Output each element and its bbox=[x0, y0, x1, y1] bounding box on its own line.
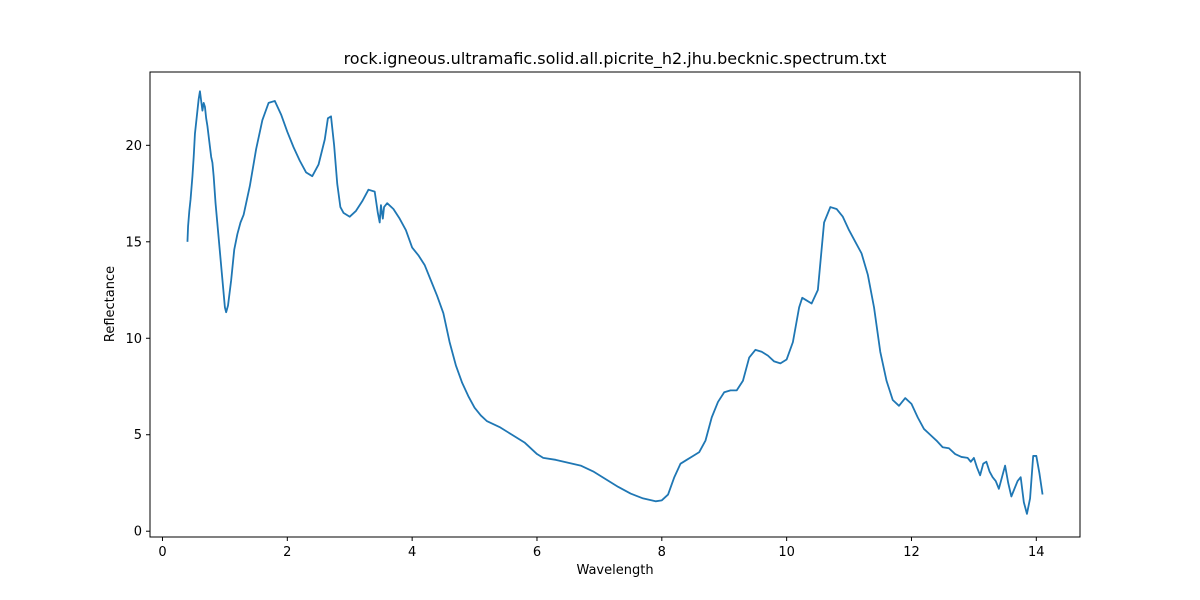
x-tick-label: 8 bbox=[658, 545, 666, 560]
y-tick-label: 20 bbox=[125, 139, 142, 154]
x-tick-label: 4 bbox=[408, 545, 416, 560]
y-tick-label: 15 bbox=[125, 235, 142, 250]
plot-frame bbox=[149, 71, 1081, 538]
y-axis-label: Reflectance bbox=[103, 266, 118, 342]
y-tick-label: 10 bbox=[125, 332, 142, 347]
x-tick-label: 2 bbox=[283, 545, 291, 560]
chart-title: rock.igneous.ultramafic.solid.all.picrit… bbox=[344, 49, 887, 69]
plot-area bbox=[149, 71, 1081, 538]
series-layer bbox=[186, 90, 1044, 515]
y-tick-label: 0 bbox=[134, 525, 142, 540]
x-tick-label: 10 bbox=[778, 545, 795, 560]
x-tick-label: 14 bbox=[1028, 545, 1045, 560]
x-tick-label: 12 bbox=[903, 545, 920, 560]
y-axis: 0 5 10 15 20 bbox=[125, 139, 150, 540]
x-tick-label: 6 bbox=[533, 545, 541, 560]
x-tick-label: 0 bbox=[158, 545, 166, 560]
series-line bbox=[186, 90, 1044, 515]
x-axis-label: Wavelength bbox=[576, 563, 653, 578]
y-tick-label: 5 bbox=[134, 428, 142, 443]
x-axis: 0 2 4 6 8 10 12 14 bbox=[158, 537, 1045, 560]
